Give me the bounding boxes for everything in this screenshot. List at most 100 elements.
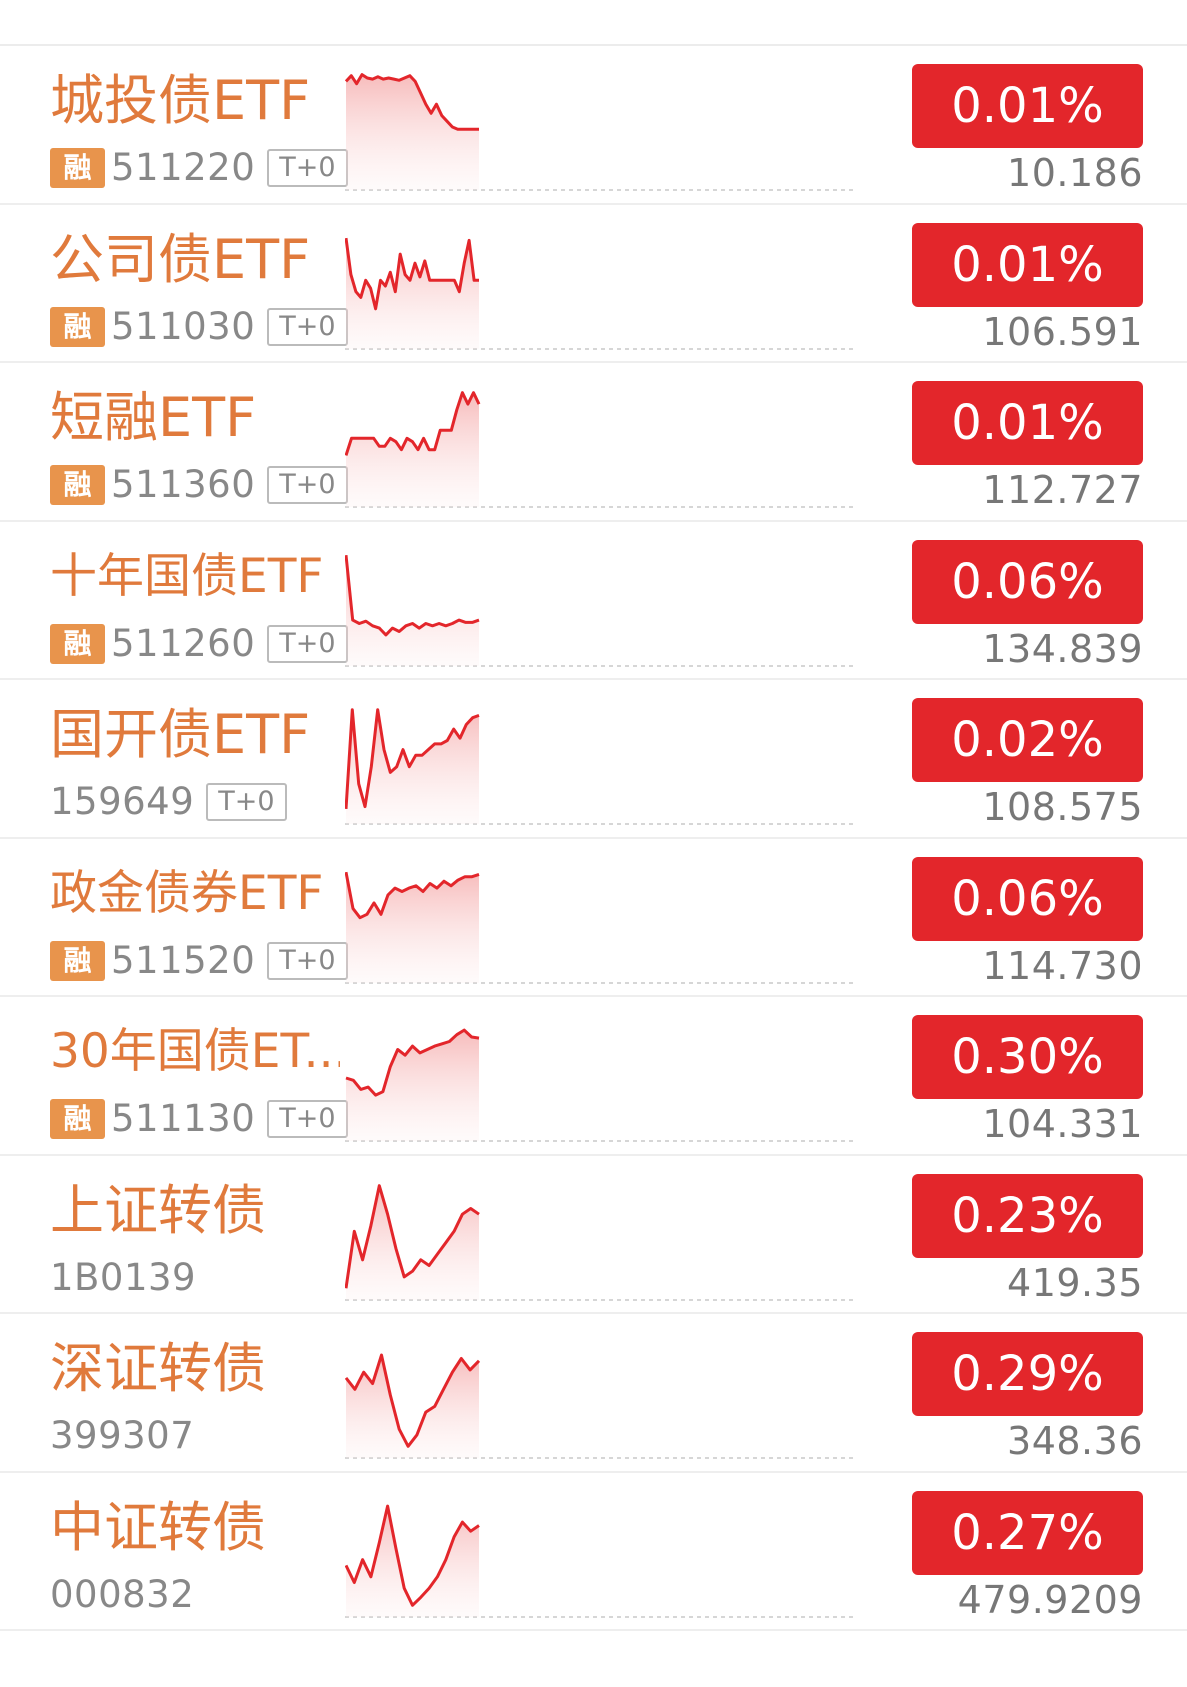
sparkline-area (346, 1030, 479, 1141)
list-item[interactable]: 中证转债 000832 0.27% 479.9209 (0, 1473, 1187, 1631)
sparkline-chart (345, 871, 855, 984)
list-item[interactable]: 城投债ETF 融 511220 T+0 0.01% 10.186 (0, 46, 1187, 205)
sparkline-chart (345, 708, 855, 825)
t0-badge: T+0 (267, 149, 348, 187)
change-percent-button[interactable]: 0.01% (912, 64, 1143, 148)
sparkline-area (346, 237, 479, 349)
list-item[interactable]: 十年国债ETF 融 511260 T+0 0.06% 134.839 (0, 522, 1187, 680)
list-item[interactable]: 国开债ETF 159649 T+0 0.02% 108.575 (0, 680, 1187, 839)
code-line: 融 511520 T+0 (50, 939, 348, 983)
security-code: 000832 (50, 1572, 195, 1616)
sparkline-area (346, 1505, 479, 1617)
change-percent-button[interactable]: 0.01% (912, 222, 1143, 307)
sparkline-line (345, 237, 479, 310)
last-price: 112.727 (982, 468, 1143, 512)
security-name: 深证转债 (50, 1337, 266, 1400)
security-code: 511260 (111, 621, 256, 665)
sparkline-line (345, 554, 480, 636)
security-name: 短融ETF (50, 386, 257, 449)
last-price: 104.331 (982, 1102, 1143, 1146)
security-name: 国开债ETF (50, 703, 311, 766)
list-item[interactable]: 短融ETF 融 511360 T+0 0.01% 112.727 (0, 363, 1187, 522)
sparkline-line (345, 708, 480, 809)
list-item[interactable]: 政金债券ETF 融 511520 T+0 0.06% 114.730 (0, 839, 1187, 997)
security-name: 公司债ETF (50, 227, 311, 291)
security-code: 511130 (111, 1097, 256, 1140)
code-line: 融 511130 T+0 (50, 1097, 348, 1141)
security-name: 30年国债ET... (50, 1024, 340, 1079)
last-price: 419.35 (1007, 1260, 1143, 1305)
last-price: 348.36 (1007, 1419, 1143, 1463)
margin-tag-badge: 融 (50, 940, 105, 981)
security-name: 上证转债 (50, 1178, 266, 1242)
margin-tag-badge: 融 (50, 465, 105, 505)
t0-badge: T+0 (206, 783, 287, 821)
sparkline-line (345, 391, 481, 456)
change-percent-button[interactable]: 0.23% (912, 1173, 1143, 1258)
security-name: 中证转债 (50, 1495, 266, 1559)
sparkline-line (345, 73, 479, 131)
sparkline-area (346, 554, 479, 666)
t0-badge: T+0 (267, 466, 348, 504)
partial-header-text (120, 0, 230, 4)
change-percent-button[interactable]: 0.02% (912, 698, 1143, 782)
list-item[interactable]: 公司债ETF 融 511030 T+0 0.01% 106.591 (0, 205, 1187, 363)
sparkline-chart (345, 73, 855, 191)
list-item[interactable]: 上证转债 1B0139 0.23% 419.35 (0, 1156, 1187, 1314)
code-line: 融 511220 T+0 (50, 146, 348, 190)
margin-tag-badge: 融 (50, 1099, 105, 1139)
t0-badge: T+0 (267, 1100, 348, 1138)
sparkline-area (346, 392, 479, 507)
code-line: 159649 T+0 (50, 780, 287, 824)
change-percent-button[interactable]: 0.30% (912, 1015, 1143, 1099)
sparkline-chart (345, 237, 855, 350)
security-code: 399307 (50, 1414, 195, 1457)
code-line: 融 511030 T+0 (50, 305, 348, 349)
last-price: 106.591 (982, 309, 1143, 354)
margin-tag-badge: 融 (50, 306, 105, 347)
last-price: 114.730 (982, 943, 1143, 988)
sparkline-area (346, 1185, 479, 1300)
sparkline-line (345, 871, 480, 919)
sparkline-area (346, 709, 479, 824)
security-name: 十年国债ETF (50, 548, 324, 604)
sparkline-chart (345, 554, 855, 667)
t0-badge: T+0 (267, 941, 348, 980)
change-percent-button[interactable]: 0.06% (912, 856, 1143, 941)
top-header-strip (0, 0, 1187, 46)
sparkline-chart (345, 1353, 855, 1459)
sparkline-chart (345, 1183, 855, 1301)
sparkline-line (345, 1183, 480, 1289)
security-code: 511030 (111, 304, 256, 348)
sparkline-line (345, 1028, 480, 1097)
code-line: 融 511360 T+0 (50, 463, 348, 507)
security-code: 159649 (50, 780, 195, 823)
security-name: 政金债券ETF (50, 865, 324, 921)
sparkline-area (346, 1355, 479, 1458)
last-price: 108.575 (982, 785, 1143, 829)
list-item[interactable]: 30年国债ET... 融 511130 T+0 0.30% 104.331 (0, 997, 1187, 1156)
code-line: 399307 (50, 1414, 206, 1458)
security-code: 1B0139 (50, 1255, 197, 1299)
change-percent-button[interactable]: 0.29% (912, 1332, 1143, 1416)
list-item[interactable]: 深证转债 399307 0.29% 348.36 (0, 1314, 1187, 1473)
change-percent-button[interactable]: 0.06% (912, 539, 1143, 624)
sparkline-line (345, 1504, 480, 1607)
sparkline-area (346, 74, 479, 190)
t0-badge: T+0 (267, 307, 348, 346)
last-price: 10.186 (1007, 151, 1143, 195)
security-name: 城投债ETF (50, 69, 311, 132)
margin-tag-badge: 融 (50, 623, 105, 664)
change-percent-button[interactable]: 0.27% (912, 1490, 1143, 1575)
code-line: 1B0139 (50, 1256, 208, 1300)
change-percent-button[interactable]: 0.01% (912, 381, 1143, 465)
sparkline-chart (345, 1028, 855, 1142)
etf-list: 城投债ETF 融 511220 T+0 0.01% 10.186 公司债ETF 融 511030… (0, 46, 1187, 1631)
security-code: 511220 (111, 146, 256, 189)
security-code: 511520 (111, 938, 256, 982)
margin-tag-badge: 融 (50, 148, 105, 188)
last-price: 479.9209 (957, 1577, 1143, 1622)
code-line: 000832 (50, 1573, 206, 1617)
sparkline-area (346, 871, 479, 983)
sparkline-line (345, 1353, 481, 1448)
